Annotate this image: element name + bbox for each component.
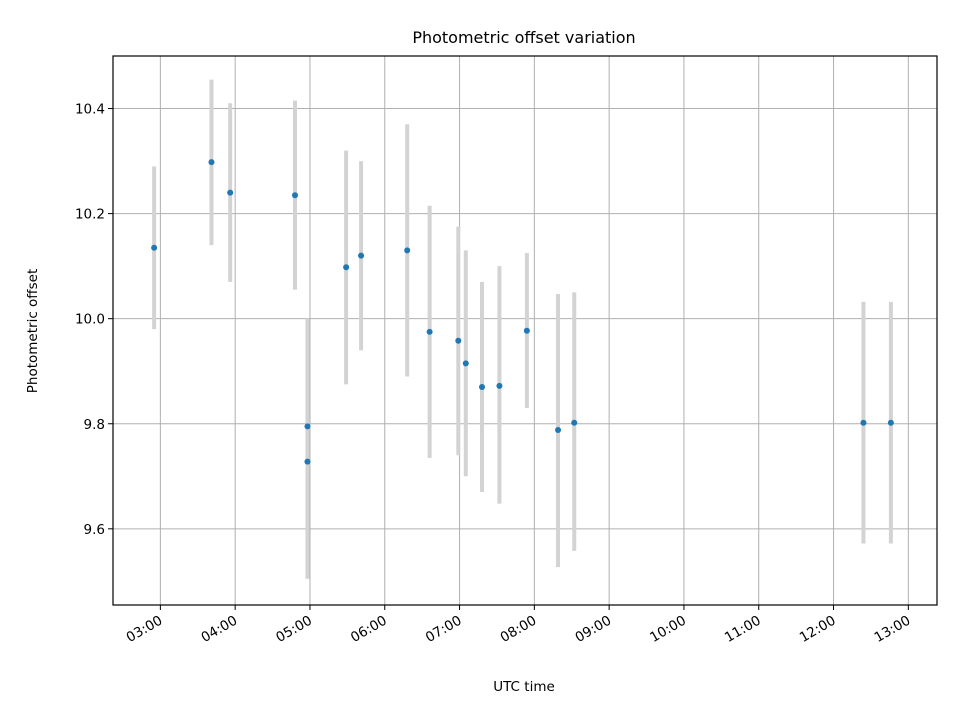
data-point	[404, 247, 411, 254]
x-tick-label: 13:00	[872, 613, 914, 646]
y-tick-label: 9.8	[84, 417, 105, 433]
data-point	[571, 419, 578, 426]
error-bars	[152, 79, 893, 579]
data-point	[478, 383, 485, 390]
data-point	[151, 244, 158, 251]
x-tick-label: 07:00	[423, 613, 465, 646]
data-point	[462, 360, 469, 367]
data-point	[358, 252, 365, 259]
data-points	[151, 159, 894, 465]
data-point	[523, 327, 530, 334]
data-point	[426, 328, 433, 335]
x-tick-label: 08:00	[498, 613, 540, 646]
y-tick-label: 10.2	[75, 207, 105, 223]
plot-frame	[112, 55, 938, 606]
data-point	[887, 419, 894, 426]
x-axis-label: UTC time	[493, 679, 555, 695]
data-point	[227, 189, 234, 196]
data-point	[208, 159, 215, 166]
data-point	[304, 458, 311, 465]
y-tick-label: 10.4	[75, 102, 105, 118]
x-tick-label: 06:00	[348, 613, 390, 646]
data-point	[343, 264, 350, 271]
y-axis-label: Photometric offset	[25, 269, 41, 393]
x-tick-label: 11:00	[722, 613, 764, 646]
x-tick-label: 05:00	[273, 613, 315, 646]
data-point	[455, 337, 462, 344]
data-point	[292, 192, 299, 199]
data-point	[860, 419, 867, 426]
x-tick-label: 09:00	[572, 613, 614, 646]
x-tick-label: 04:00	[198, 613, 240, 646]
chart-title: Photometric offset variation	[412, 28, 635, 47]
data-point	[304, 423, 311, 430]
x-tick-label: 03:00	[124, 613, 166, 646]
data-point	[496, 382, 503, 389]
x-axis: 03:00 04:00 05:00 06:00 07:00 08:00 09:00 10:00…	[124, 605, 914, 646]
y-tick-label: 9.6	[84, 522, 105, 538]
x-tick-label: 12:00	[797, 613, 839, 646]
y-tick-label: 10.0	[75, 312, 105, 328]
y-axis: 9.6 9.8 10.0 10.2 10.4	[75, 102, 113, 538]
data-point	[555, 427, 562, 434]
x-tick-label: 10:00	[647, 613, 689, 646]
